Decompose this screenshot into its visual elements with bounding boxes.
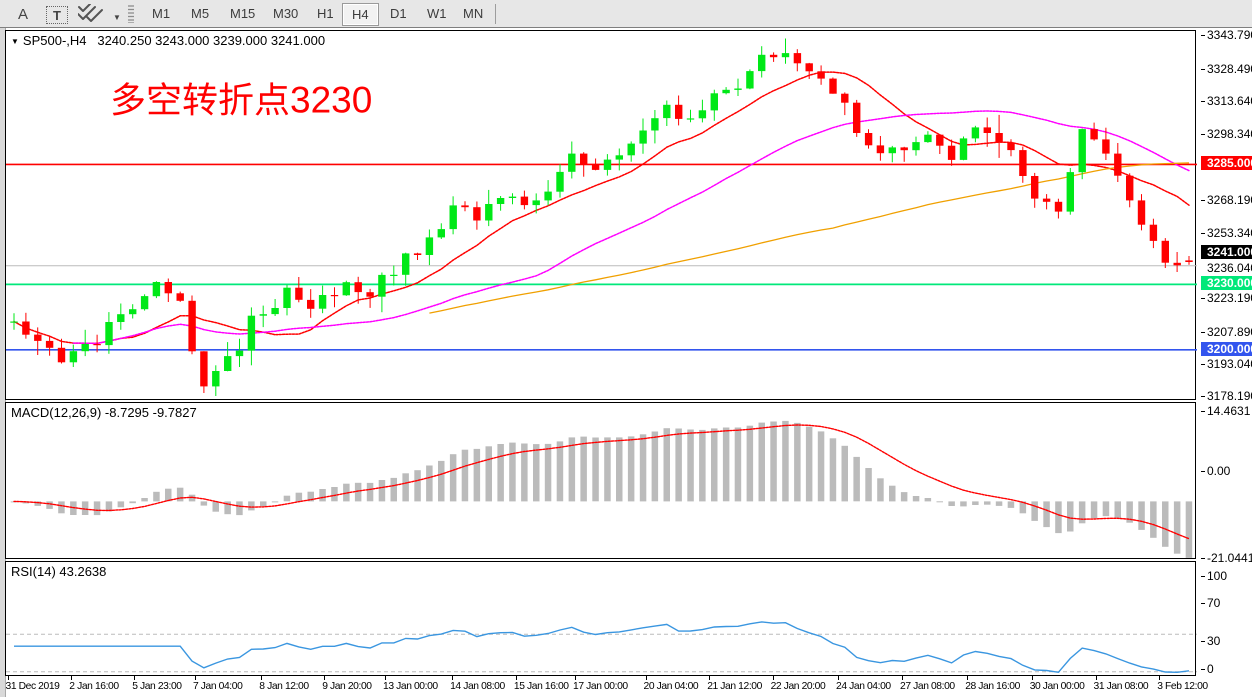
svg-text:3230: 3230 bbox=[290, 80, 372, 121]
